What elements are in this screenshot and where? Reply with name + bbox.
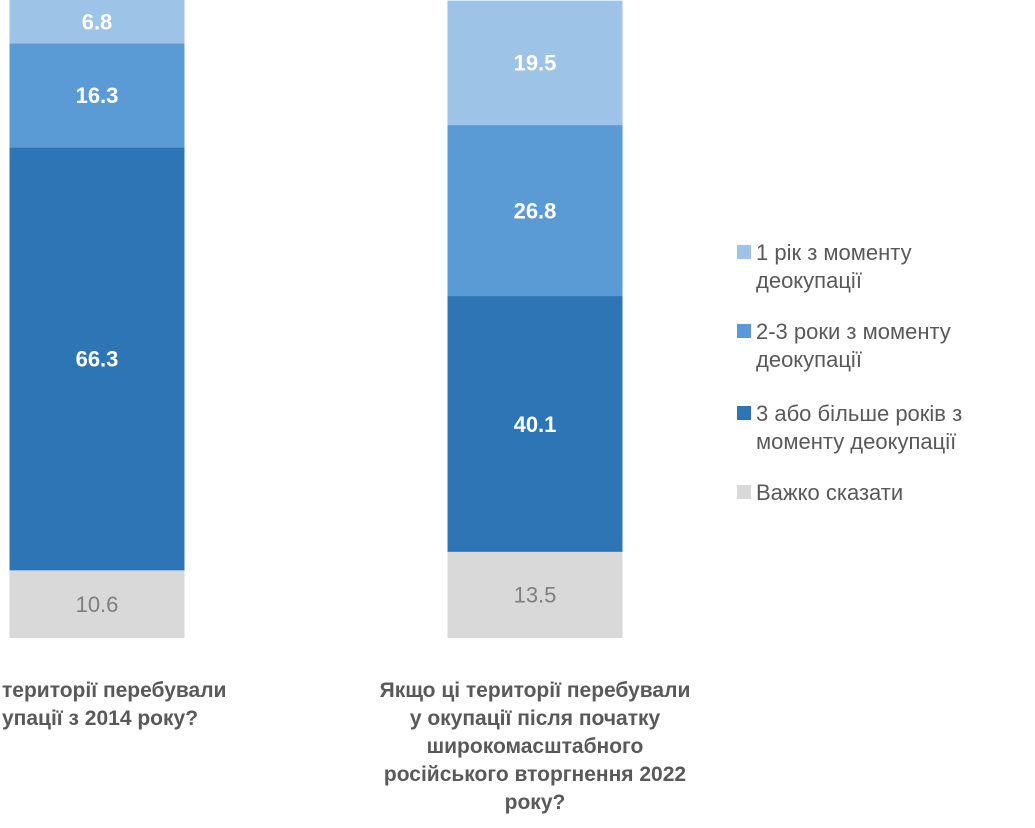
- legend-label: Важко сказати: [756, 480, 903, 505]
- bar-segment: [9, 0, 185, 44]
- data-label: 19.5: [514, 51, 557, 76]
- bar-segment: [447, 125, 623, 297]
- x-tick-label: території перебували упації з 2014 року?: [2, 679, 226, 730]
- legend-label: 3 або більше років з моменту деокупації: [756, 401, 962, 454]
- legend-swatch: [737, 485, 751, 499]
- bar-segment: [9, 147, 185, 571]
- legend-swatch: [737, 245, 751, 259]
- legend-label: 2-3 роки з моменту деокупації: [756, 319, 951, 372]
- bar-segment: [447, 296, 623, 552]
- legend-label: 1 рік з моменту деокупації: [756, 240, 912, 293]
- legend-swatch: [737, 324, 751, 338]
- legend-swatch: [737, 406, 751, 420]
- data-label: 66.3: [76, 347, 119, 372]
- data-label: 16.3: [76, 83, 119, 108]
- data-label: 40.1: [514, 412, 557, 437]
- data-label: 13.5: [514, 583, 557, 608]
- bar-segment: [447, 551, 623, 638]
- bar-segment: [447, 0, 623, 126]
- bar-segment: [9, 570, 185, 638]
- data-label: 10.6: [76, 592, 119, 617]
- bar-segment: [9, 43, 185, 148]
- data-label: 26.8: [514, 198, 557, 223]
- data-label: 6.8: [82, 10, 113, 35]
- x-tick-label: Якщо ці території перебували у окупації п…: [380, 679, 691, 814]
